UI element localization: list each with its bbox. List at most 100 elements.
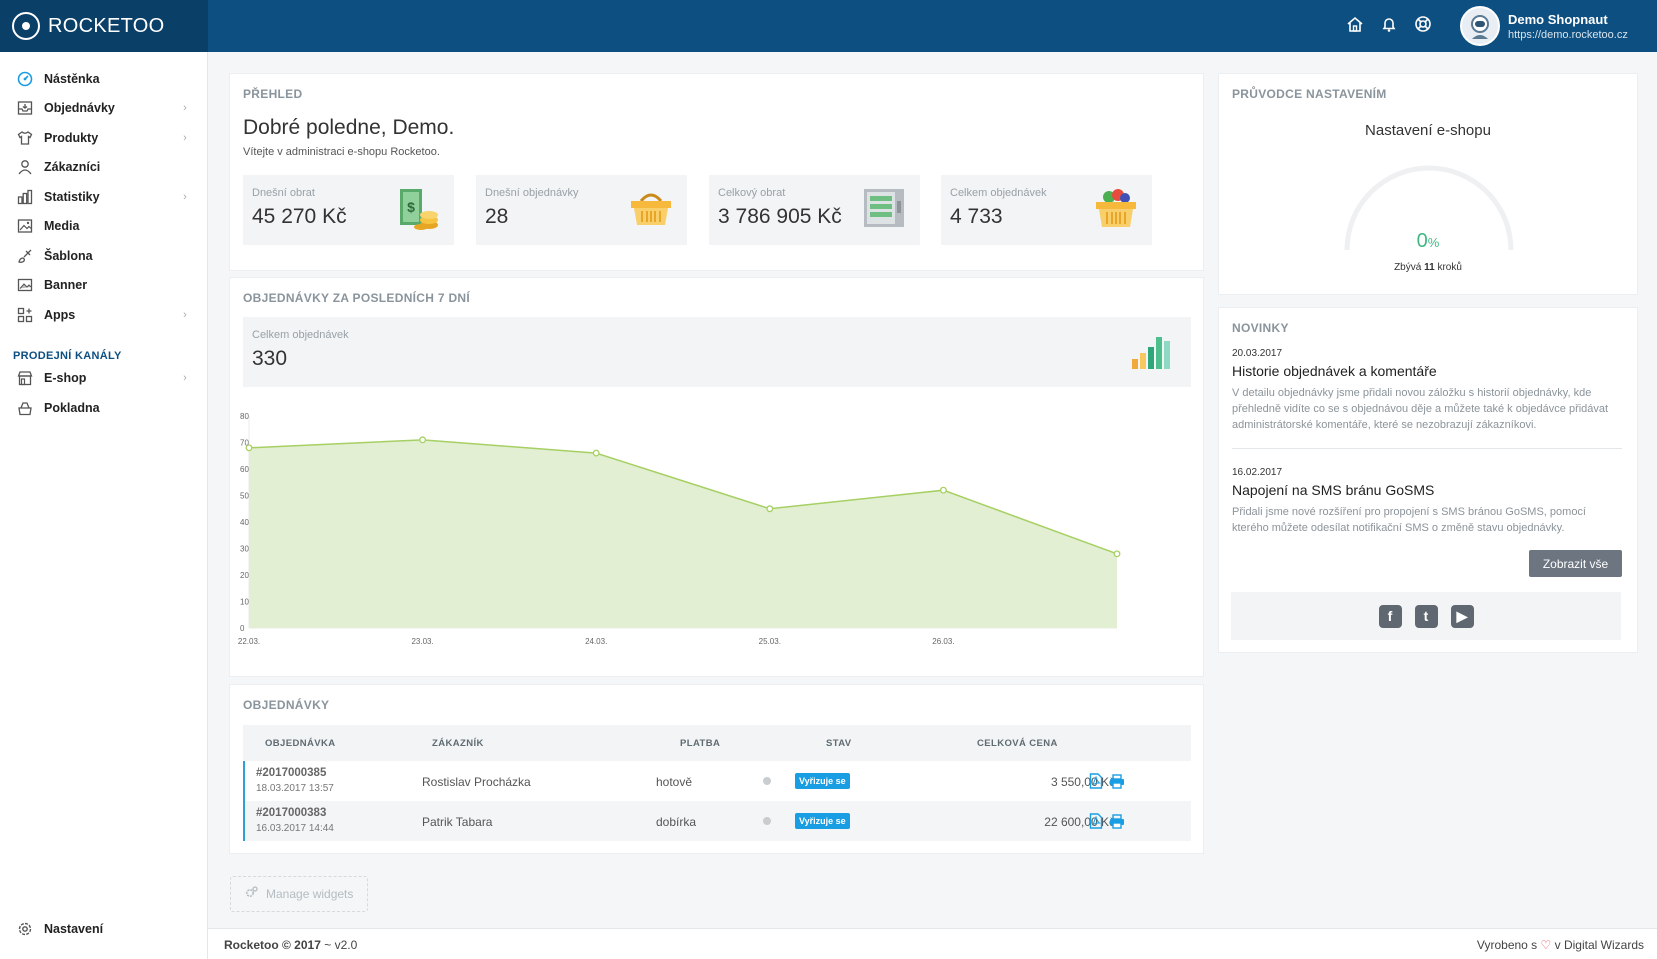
sidebar-item-produkty[interactable]: Produkty › [0, 123, 207, 153]
top-bar: ROCKETOO Demo Shopnaut https://demo.rock… [0, 0, 1657, 52]
column-header: PLATBA [680, 738, 721, 749]
bell-icon[interactable] [1379, 14, 1399, 34]
sidebar-item-label: E-shop [44, 371, 87, 386]
data-point[interactable] [245, 444, 253, 452]
order-price: 22 600,00 Kč [1044, 815, 1115, 829]
sidebar-item-sablona[interactable]: Šablona [0, 241, 207, 271]
top-actions [1345, 14, 1433, 34]
data-point[interactable] [592, 449, 600, 457]
youtube-icon[interactable]: ▶ [1450, 604, 1474, 628]
pdf-icon[interactable] [1088, 813, 1104, 829]
order-date: 18.03.2017 13:57 [256, 783, 334, 794]
brand[interactable]: ROCKETOO [0, 0, 208, 52]
sidebar-item-banner[interactable]: Banner [0, 271, 207, 301]
sidebar-item-pokladna[interactable]: Pokladna [0, 393, 207, 423]
sidebar-item-label: Nástěnka [44, 71, 100, 86]
manage-widgets-button[interactable]: Manage widgets [230, 876, 368, 912]
full-basket-icon [1094, 187, 1138, 234]
order-price: 3 550,00 Kč [1050, 775, 1115, 789]
news-card: NOVINKY 20.03.2017 Historie objednávek a… [1218, 307, 1638, 653]
news-item-title[interactable]: Napojení na SMS bránu GoSMS [1232, 482, 1435, 498]
stat-value: 4 733 [950, 205, 1003, 228]
sidebar-item-label: Banner [44, 278, 88, 293]
order-id[interactable]: #2017000383 [256, 807, 327, 819]
sidebar-item-label: Nastavení [44, 921, 104, 936]
column-header: OBJEDNÁVKA [265, 738, 336, 749]
order-date: 16.03.2017 14:44 [256, 823, 334, 834]
sidebar-item-label: Zákazníci [44, 160, 101, 175]
sidebar-item-objednavky[interactable]: Objednávky › [0, 94, 207, 124]
news-item: 20.03.2017 Historie objednávek a komentá… [1232, 348, 1622, 433]
payment-method: dobírka [656, 815, 697, 829]
sidebar-item-label: Produkty [44, 130, 99, 145]
orders-total-value: 330 [252, 347, 288, 370]
stat-tile: Celkový obrat 3 786 905 Kč [709, 175, 920, 245]
orders-total-box: Celkem objednávek 330 [243, 317, 1191, 387]
data-point[interactable] [419, 436, 427, 444]
user-url: https://demo.rocketoo.cz [1508, 28, 1628, 41]
orders-card: OBJEDNÁVKY OBJEDNÁVKA ZÁKAZNÍK PLATBA ST… [229, 684, 1204, 854]
twitter-icon[interactable]: t [1414, 604, 1438, 628]
safe-icon [862, 187, 906, 234]
chart-panel-title: OBJEDNÁVKY ZA POSLEDNÍCH 7 DNÍ [243, 291, 471, 305]
y-tick-label: 0 [240, 624, 245, 633]
footer: Rocketoo © 2017 ~ v2.0 Vyrobeno s ♡ v Di… [208, 928, 1657, 959]
sidebar-item-label: Objednávky [44, 101, 115, 116]
sidebar-item-label: Media [44, 219, 80, 234]
cogs-icon [245, 886, 258, 902]
sidebar: Nástěnka Objednávky › Produkty › Zákazní… [0, 52, 208, 959]
orders-table-header: OBJEDNÁVKA ZÁKAZNÍK PLATBA STAV CELKOVÁ … [243, 725, 1191, 761]
footer-copyright: Rocketoo © 2017 ~ v2.0 [224, 938, 358, 952]
guide-title: PRŮVODCE NASTAVENÍM [1232, 87, 1387, 101]
greeting: Dobré poledne, Demo. [243, 116, 455, 139]
show-all-news-button[interactable]: Zobrazit vše [1529, 550, 1622, 577]
print-icon[interactable] [1109, 813, 1125, 829]
help-icon[interactable] [1413, 14, 1433, 34]
data-point[interactable] [766, 505, 774, 513]
social-links: f t ▶ [1231, 592, 1621, 640]
basket-icon [629, 187, 673, 232]
y-tick-label: 80 [240, 412, 249, 421]
area-fill [249, 439, 1117, 628]
sidebar-item-nastenka[interactable]: Nástěnka [0, 64, 207, 94]
news-divider [1232, 448, 1622, 449]
sidebar-item-media[interactable]: Media [0, 212, 207, 242]
y-tick-label: 60 [240, 465, 249, 474]
news-item-title[interactable]: Historie objednávek a komentáře [1232, 363, 1437, 379]
y-tick-label: 40 [240, 518, 249, 527]
sidebar-item-settings[interactable]: Nastavení [0, 914, 207, 944]
banner-icon [16, 276, 34, 294]
facebook-icon[interactable]: f [1378, 604, 1402, 628]
sidebar-item-label: Pokladna [44, 400, 100, 415]
news-item-text: Přidali jsme nové rozšíření pro propojen… [1232, 506, 1586, 534]
stat-value: 28 [485, 205, 509, 228]
news-date: 20.03.2017 [1232, 348, 1283, 359]
sidebar-item-e-shop[interactable]: E-shop › [0, 364, 207, 394]
money-icon: $ [398, 187, 440, 236]
sidebar-item-label: Šablona [44, 248, 93, 263]
customer-name: Rostislav Procházka [422, 775, 531, 789]
y-tick-label: 30 [240, 545, 249, 554]
print-icon[interactable] [1109, 773, 1125, 789]
y-tick-label: 70 [240, 439, 249, 448]
chevron-right-icon: › [183, 131, 187, 144]
sidebar-item-apps[interactable]: Apps › [0, 300, 207, 330]
orders-chart-card: OBJEDNÁVKY ZA POSLEDNÍCH 7 DNÍ Celkem ob… [229, 277, 1204, 677]
data-point[interactable] [1113, 550, 1121, 558]
chart-icon [16, 188, 34, 206]
shop-icon [16, 369, 34, 387]
pdf-icon[interactable] [1088, 773, 1104, 789]
user-menu[interactable]: Demo Shopnaut https://demo.rocketoo.cz [1460, 6, 1628, 46]
remaining-steps: Zbývá 11 kroků [1394, 262, 1462, 273]
table-row[interactable]: #2017000383 16.03.2017 14:44 Patrik Taba… [243, 801, 1191, 841]
data-point[interactable] [939, 486, 947, 494]
sidebar-item-zakaznici[interactable]: Zákazníci [0, 153, 207, 183]
sidebar-item-label: Apps [44, 307, 76, 322]
status-badge: Vyřizuje se [795, 773, 850, 789]
setup-guide-card: PRŮVODCE NASTAVENÍM Nastavení e-shopu 0%… [1218, 73, 1638, 295]
sidebar-item-statistiky[interactable]: Statistiky › [0, 182, 207, 212]
order-id[interactable]: #2017000385 [256, 767, 327, 779]
home-icon[interactable] [1345, 14, 1365, 34]
stat-tile: Dnešní obrat 45 270 Kč $ [243, 175, 454, 245]
table-row[interactable]: #2017000385 18.03.2017 13:57 Rostislav P… [243, 761, 1191, 801]
